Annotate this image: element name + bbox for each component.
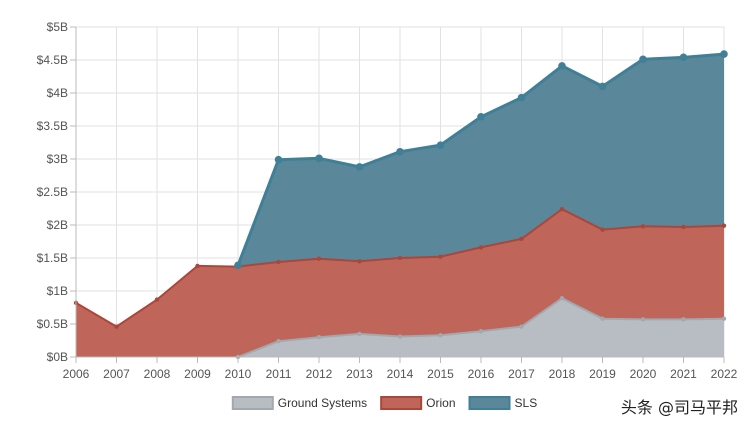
sls-point[interactable]: [396, 147, 404, 156]
series-areas: [76, 54, 724, 357]
ground-systems-point[interactable]: [357, 331, 362, 337]
orion-legend-swatch: [380, 396, 423, 410]
orion-point[interactable]: [397, 255, 403, 261]
orion-point[interactable]: [600, 227, 605, 232]
sls-point[interactable]: [598, 82, 607, 91]
sls-area: [238, 54, 724, 267]
y-tick-label: $2.5B: [37, 185, 68, 199]
x-tick-label: 2022: [711, 367, 738, 381]
y-tick-label: $0.5B: [37, 317, 68, 331]
ground-systems-point[interactable]: [681, 317, 686, 322]
orion-point[interactable]: [154, 297, 160, 302]
x-tick-label: 2017: [508, 367, 535, 381]
x-tick-label: 2006: [63, 367, 90, 381]
sls-point[interactable]: [558, 62, 566, 70]
sls-legend-label: SLS: [515, 396, 538, 410]
orion-point[interactable]: [357, 259, 362, 264]
sls-point[interactable]: [720, 50, 728, 58]
ground-systems-legend-label: Ground Systems: [278, 396, 367, 410]
sls-point[interactable]: [639, 55, 647, 64]
sls-point[interactable]: [679, 53, 688, 62]
orion-point[interactable]: [681, 224, 686, 230]
x-tick-label: 2019: [589, 367, 616, 381]
ground-systems-legend-swatch: [231, 396, 274, 410]
ground-systems-point[interactable]: [316, 335, 322, 340]
orion-point[interactable]: [276, 259, 281, 265]
x-tick-label: 2021: [670, 367, 697, 381]
ground-systems-point[interactable]: [438, 333, 443, 338]
ground-systems-area: [238, 298, 724, 357]
orion-area: [76, 209, 724, 357]
x-tick-label: 2012: [306, 367, 333, 381]
y-tick-label: $3.5B: [37, 119, 68, 133]
x-tick-label: 2009: [184, 367, 211, 381]
sls-point[interactable]: [234, 261, 242, 270]
legend: Ground Systems Orion SLS: [231, 396, 538, 410]
orion-point[interactable]: [438, 254, 443, 259]
ground-systems-point[interactable]: [640, 317, 646, 322]
y-tick-label: $4B: [47, 86, 68, 100]
ground-systems-point[interactable]: [397, 334, 403, 339]
orion-point[interactable]: [316, 256, 322, 261]
orion-point[interactable]: [519, 236, 524, 242]
sls-point[interactable]: [517, 93, 526, 102]
sls-legend-item[interactable]: SLS: [468, 396, 538, 410]
y-tick-label: $0B: [47, 350, 68, 364]
ground-systems-point[interactable]: [600, 316, 605, 321]
series-points: [73, 50, 728, 360]
y-tick-label: $3B: [47, 152, 68, 166]
sls-point[interactable]: [355, 163, 364, 171]
watermark: 头条 @司马平邦: [620, 398, 738, 417]
ground-systems-point[interactable]: [276, 338, 281, 344]
axes: $0B $0.5B $1B $1.5B $2B $2.5B $3B $3.5B $4B $4.5B…: [37, 20, 738, 381]
orion-point[interactable]: [640, 224, 646, 229]
orion-point[interactable]: [478, 245, 484, 250]
x-tick-label: 2015: [427, 367, 454, 381]
x-tick-label: 2014: [387, 367, 414, 381]
x-tick-label: 2011: [266, 367, 292, 381]
y-tick-label: $2B: [47, 218, 68, 232]
orion-legend-label: Orion: [426, 396, 455, 410]
sls-point[interactable]: [274, 155, 283, 164]
sls-point[interactable]: [315, 154, 323, 163]
x-tick-label: 2010: [225, 367, 252, 381]
x-tick-label: 2020: [630, 367, 657, 381]
orion-point[interactable]: [721, 223, 727, 228]
orion-point[interactable]: [114, 324, 119, 329]
y-tick-label: $5B: [47, 20, 68, 34]
x-tick-label: 2016: [468, 367, 495, 381]
sls-point[interactable]: [477, 112, 485, 121]
x-tick-label: 2008: [144, 367, 171, 381]
ground-systems-legend-item[interactable]: Ground Systems: [231, 396, 367, 410]
y-tick-label: $1B: [47, 284, 68, 298]
x-tick-label: 2013: [346, 367, 373, 381]
ground-systems-point[interactable]: [478, 329, 484, 334]
orion-point[interactable]: [559, 206, 565, 212]
ground-systems-point[interactable]: [559, 296, 565, 301]
y-tick-label: $4.5B: [37, 53, 68, 67]
sls-point[interactable]: [436, 141, 445, 149]
y-tick-label: $1.5B: [37, 251, 68, 265]
orion-legend-item[interactable]: Orion: [380, 396, 456, 410]
ground-systems-point[interactable]: [519, 324, 524, 329]
x-tick-label: 2007: [103, 367, 130, 381]
x-tick-label: 2018: [549, 367, 576, 381]
orion-point[interactable]: [195, 263, 200, 269]
ground-systems-point[interactable]: [721, 316, 727, 321]
sls-legend-swatch: [468, 396, 511, 410]
